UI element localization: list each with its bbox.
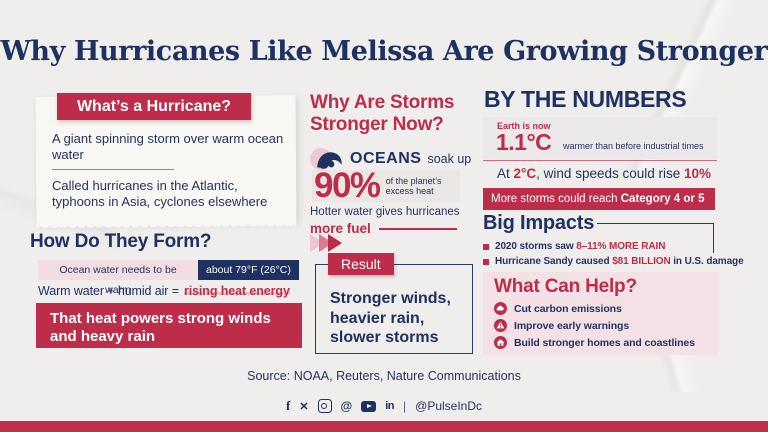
- category-projection-box: More storms could reach Category 4 or 5: [483, 188, 715, 210]
- result-box: [315, 264, 473, 354]
- bullet-square-icon: [483, 259, 489, 265]
- co2-cloud-icon: [494, 302, 507, 315]
- ninety-percent-stat: 90% of the planet’s excess heat: [312, 166, 460, 205]
- wind-speed-projection: At 2°C, wind speeds could rise 10%: [497, 166, 712, 181]
- help-item-homes: Build stronger homes and coastlines: [494, 336, 695, 349]
- hurricane-definition-text: A giant spinning storm over warm ocean w…: [52, 131, 284, 163]
- social-handle[interactable]: @PulseInDc: [415, 399, 483, 413]
- warming-stat-panel: [483, 117, 717, 159]
- ocean-temperature-strip: Ocean water needs to be warm about 79°F …: [38, 260, 299, 296]
- by-the-numbers-heading: BY THE NUMBERS: [484, 86, 687, 112]
- result-text: Stronger winds, heavier rain, slower sto…: [330, 290, 451, 347]
- oceans-row: OCEANS soak up: [310, 146, 471, 172]
- temperature-threshold-badge: about 79°F (26°C): [198, 260, 299, 280]
- stat-caption: of the planet’s excess heat: [385, 175, 442, 196]
- hotter-water-text: Hotter water gives hurricanes: [310, 206, 460, 218]
- warning-icon: [494, 319, 507, 332]
- home-icon: [494, 336, 507, 349]
- how-do-they-form-heading: How Do They Form?: [30, 231, 212, 252]
- wave-icon: [310, 146, 344, 172]
- impacts-bracket-line: [597, 223, 714, 253]
- source-line: Source: NOAA, Reuters, Nature Communicat…: [247, 369, 521, 383]
- heat-powers-winds-box: That heat powers strong winds and heavy …: [36, 303, 302, 348]
- what-can-help-panel: [483, 272, 719, 355]
- more-fuel-text: more fuel: [310, 221, 457, 236]
- fuel-rule-line: [378, 227, 457, 230]
- bullet-square-icon: [483, 244, 489, 250]
- whats-a-hurricane-heading: What’s a Hurricane?: [57, 93, 251, 120]
- threads-icon[interactable]: @: [340, 399, 353, 413]
- instagram-icon[interactable]: [317, 399, 332, 413]
- big-impacts-heading: Big Impacts: [483, 212, 595, 234]
- x-icon[interactable]: ✕: [299, 400, 309, 413]
- social-row: f ✕ @ in | @PulseInDc: [0, 398, 768, 413]
- impact-item-rain: 2020 storms saw 8–11% MORE RAIN: [483, 241, 665, 252]
- help-item-carbon: Cut carbon emissions: [494, 302, 622, 315]
- warming-caption: warmer than before industrial times: [563, 141, 704, 151]
- soak-up-label: soak up: [427, 152, 472, 166]
- page-title: Why Hurricanes Like Melissa Are Growing …: [0, 36, 768, 67]
- earth-is-now-label: Earth is now: [497, 121, 551, 131]
- why-storms-stronger-heading: Why Are Storms Stronger Now?: [310, 92, 455, 136]
- facebook-icon[interactable]: f: [285, 398, 291, 413]
- card-divider: [52, 169, 174, 170]
- what-can-help-heading: What Can Help?: [494, 276, 637, 297]
- warming-value: 1.1°C: [496, 129, 552, 155]
- linkedin-icon[interactable]: in: [385, 400, 395, 412]
- equation-left: Warm water + humid air =: [38, 284, 179, 298]
- ocean-warm-label: Ocean water needs to be warm: [38, 260, 198, 296]
- result-tag: Result: [328, 253, 394, 275]
- separator: |: [403, 399, 407, 413]
- hurricane-names-text: Called hurricanes in the Atlantic, typho…: [52, 178, 268, 210]
- impact-item-sandy: Hurricane Sandy caused $81 BILLION in U.…: [483, 256, 744, 267]
- bottom-accent-bar: [0, 421, 768, 432]
- youtube-icon[interactable]: [361, 400, 377, 412]
- section-divider: [483, 160, 717, 161]
- triple-chevron-right-icon: [310, 234, 342, 252]
- help-item-warnings: Improve early warnings: [494, 319, 629, 332]
- oceans-label: OCEANS: [350, 150, 422, 167]
- stat-value: 90%: [314, 166, 381, 205]
- equation-result: rising heat energy: [183, 284, 290, 298]
- formation-equation: Warm water + humid air = rising heat ener…: [38, 284, 290, 298]
